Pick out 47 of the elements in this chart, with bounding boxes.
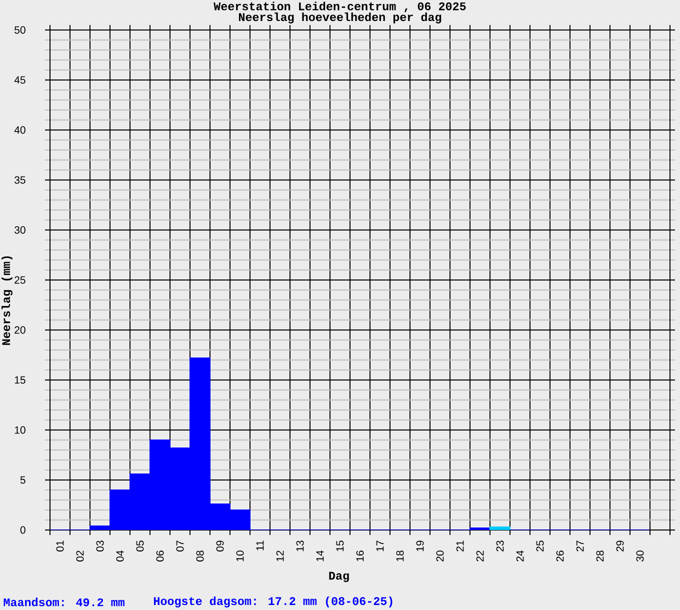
x-tick-label: 04 (116, 550, 124, 562)
y-tick-label: 15 (14, 376, 26, 384)
x-tick-label: 03 (96, 540, 104, 552)
x-tick-label: 23 (496, 540, 504, 552)
x-tick-label: 08 (196, 550, 204, 562)
x-tick-label: 02 (76, 550, 84, 562)
x-tick-label: 11 (256, 540, 264, 550)
y-tick-label: 35 (14, 176, 26, 184)
x-tick-label: 30 (636, 550, 644, 562)
y-tick-label: 45 (14, 76, 26, 84)
x-tick-label: 18 (396, 550, 404, 562)
x-tick-label: 25 (536, 540, 544, 552)
y-tick-label: 30 (14, 226, 26, 234)
x-tick-label: 16 (356, 550, 364, 562)
chart-title: Weerstation Leiden-centrum , 06 2025 (214, 2, 466, 12)
x-tick-label: 21 (456, 540, 464, 552)
x-tick-label: 24 (516, 550, 524, 562)
y-tick-label: 40 (14, 126, 26, 134)
x-tick-label: 17 (376, 540, 384, 552)
x-tick-label: 14 (316, 550, 324, 562)
y-tick-label: 50 (14, 26, 26, 34)
y-tick-label: 20 (14, 326, 26, 334)
x-tick-label: 12 (276, 550, 284, 562)
x-tick-label: 09 (216, 540, 224, 552)
x-tick-label: 07 (176, 540, 184, 552)
x-tick-label: 27 (576, 540, 584, 552)
x-tick-label: 20 (436, 550, 444, 562)
x-tick-label: 15 (336, 540, 344, 552)
y-tick-label: 5 (20, 476, 26, 484)
x-tick-label: 13 (296, 540, 304, 552)
x-tick-label: 19 (416, 540, 424, 552)
x-tick-label: 05 (136, 540, 144, 552)
y-tick-label: 10 (14, 426, 26, 434)
text: Hoogste dagsom: 17.2 mm (08-06-25) (154, 596, 392, 608)
y-tick-label: 0 (20, 526, 26, 534)
x-tick-label: 22 (476, 550, 484, 562)
text: Maandsom: 49.2 mm (4, 598, 124, 606)
x-tick-label: 29 (616, 540, 624, 552)
y-tick-label: 25 (14, 276, 26, 284)
x-tick-label: 26 (556, 550, 564, 562)
y-axis-title: Neerslag (mm) (2, 256, 12, 345)
x-tick-label: 06 (156, 550, 164, 562)
x-axis-title: Dag (329, 572, 349, 582)
x-tick-label: 28 (596, 550, 604, 562)
x-tick-label: 01 (56, 540, 64, 552)
chart-subtitle: Neerslag hoeveelheden per dag (238, 12, 442, 24)
x-tick-label: 10 (236, 550, 244, 562)
